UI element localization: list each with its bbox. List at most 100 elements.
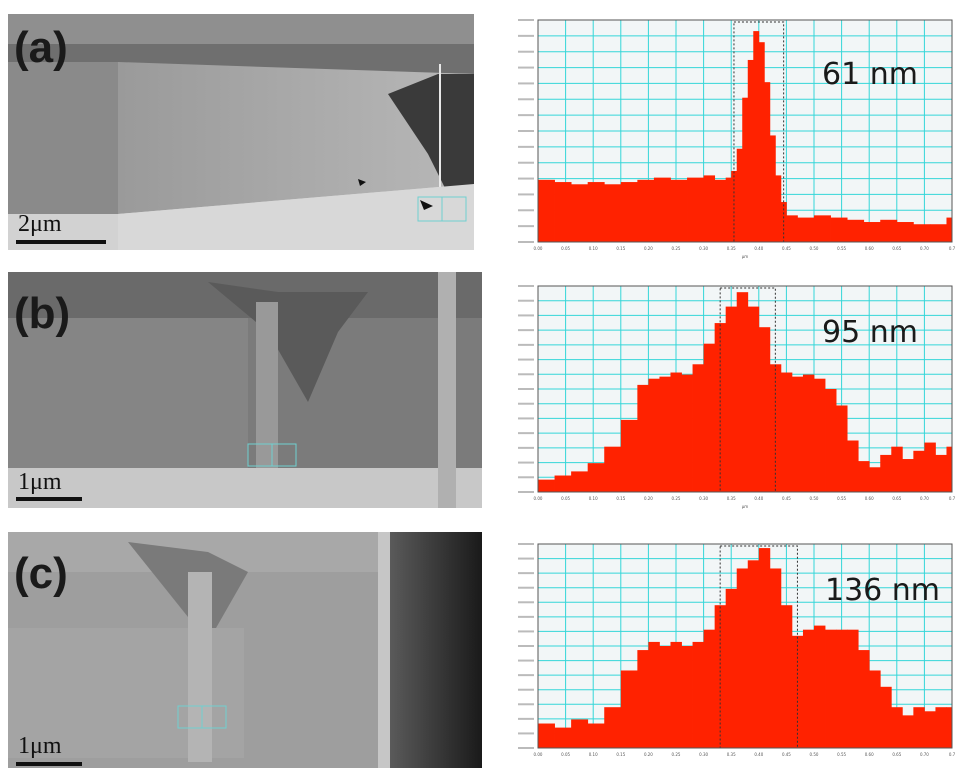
y-tick-label xyxy=(518,66,534,69)
y-tick-label xyxy=(518,329,534,332)
profile-bar xyxy=(538,479,555,492)
profile-bar xyxy=(747,306,760,492)
profile-bar xyxy=(946,707,953,748)
profile-bar xyxy=(604,707,622,748)
profile-bar xyxy=(913,224,931,242)
profile-bar xyxy=(775,175,782,242)
micrograph-c xyxy=(8,532,482,768)
profile-bar xyxy=(802,629,815,748)
profile-chart-c: 0.00 0.05 0.10 0.15 0.20 0.25 0.30 0.35 0.40 0.45… xyxy=(500,534,956,768)
x-axis-unit: µm xyxy=(742,254,749,259)
profile-bar xyxy=(587,463,605,492)
profile-bar xyxy=(714,323,727,492)
x-tick-label: 0.00 xyxy=(534,752,543,757)
profile-bar xyxy=(758,42,765,243)
profile-bar xyxy=(880,454,892,492)
x-tick-label: 0.35 xyxy=(727,752,736,757)
y-tick-label xyxy=(518,343,534,346)
profile-bar xyxy=(935,454,947,492)
profile-bar xyxy=(742,97,749,242)
profile-bar xyxy=(681,374,693,492)
profile-bar xyxy=(786,215,798,242)
profile-bar xyxy=(703,343,716,492)
y-tick-label xyxy=(518,717,534,720)
x-tick-label: 0.65 xyxy=(892,246,901,251)
y-tick-label xyxy=(518,209,534,212)
y-tick-label xyxy=(518,446,534,449)
profile-bar xyxy=(825,629,837,748)
y-tick-label xyxy=(518,299,534,302)
y-tick-label xyxy=(518,674,534,677)
profile-bar xyxy=(571,719,589,748)
y-tick-label xyxy=(518,461,534,464)
x-tick-label: 0.25 xyxy=(672,496,681,501)
profile-bar xyxy=(869,467,881,492)
profile-bar xyxy=(814,215,831,242)
profile-bar xyxy=(769,135,776,242)
profile-bar xyxy=(769,568,782,748)
profile-bar xyxy=(653,177,671,242)
x-tick-label: 0.00 xyxy=(534,246,543,251)
profile-bar xyxy=(747,59,754,243)
profile-bar xyxy=(620,670,638,748)
y-tick-label xyxy=(518,402,534,405)
fwhm-label: 61 nm xyxy=(822,57,918,92)
scalebar-text-a: 2μm xyxy=(18,211,62,237)
profile-bar xyxy=(587,723,605,748)
x-tick-label: 0.45 xyxy=(782,496,791,501)
y-tick-label xyxy=(518,476,534,479)
y-tick-label xyxy=(518,432,534,435)
profile-bar xyxy=(604,446,622,492)
y-tick-label xyxy=(518,98,534,101)
profile-bar xyxy=(681,646,693,748)
x-tick-label: 0.40 xyxy=(754,246,763,251)
profile-bar xyxy=(946,446,953,492)
y-tick-label xyxy=(518,161,534,164)
scalebar-text-b: 1μm xyxy=(18,469,62,495)
x-tick-label: 0.65 xyxy=(892,752,901,757)
profile-chart-a: 0.00 0.05 0.10 0.15 0.20 0.25 0.30 0.35 0.40 0.45… xyxy=(500,10,956,268)
profile-bar xyxy=(554,182,572,242)
x-tick-label: 0.30 xyxy=(699,752,708,757)
y-tick-label xyxy=(518,572,534,575)
micrograph-a xyxy=(8,14,474,250)
profile-bar xyxy=(731,170,738,242)
profile-bar xyxy=(725,588,738,748)
x-tick-label: 0.50 xyxy=(810,496,819,501)
profile-bar xyxy=(736,148,743,242)
panel-label-a: (a) xyxy=(14,23,68,72)
y-tick-label xyxy=(518,747,534,749)
panel-label-c: (c) xyxy=(14,549,68,598)
y-tick-label xyxy=(518,543,534,545)
profile-bar xyxy=(880,219,898,242)
profile-bar xyxy=(913,707,925,748)
profile-bar xyxy=(814,625,826,748)
x-tick-label: 0.70 xyxy=(920,496,929,501)
x-tick-label: 0.10 xyxy=(589,752,598,757)
y-tick-label xyxy=(518,388,534,390)
x-tick-label: 0.10 xyxy=(589,496,598,501)
profile-bar xyxy=(554,475,572,492)
profile-bar xyxy=(780,605,793,748)
x-tick-label: 0.7 xyxy=(949,496,956,501)
profile-bar xyxy=(902,715,914,748)
x-tick-label: 0.60 xyxy=(865,752,874,757)
y-tick-label xyxy=(518,225,534,228)
profile-bar xyxy=(891,446,903,492)
x-tick-label: 0.15 xyxy=(616,496,625,501)
profile-bar xyxy=(670,179,688,242)
profile-bar xyxy=(687,177,704,242)
profile-bar xyxy=(847,629,859,748)
panel-label-b: (b) xyxy=(14,289,71,338)
y-tick-label xyxy=(518,703,534,706)
x-tick-label: 0.25 xyxy=(672,752,681,757)
profile-bar xyxy=(753,31,760,242)
x-tick-label: 0.05 xyxy=(561,496,570,501)
profile-bar xyxy=(791,635,804,748)
y-tick-label xyxy=(518,373,534,376)
profile-bar xyxy=(648,641,660,748)
profile-bar xyxy=(825,389,837,492)
profile-bar xyxy=(946,217,953,242)
x-tick-label: 0.00 xyxy=(534,496,543,501)
profile-bar xyxy=(571,184,589,242)
